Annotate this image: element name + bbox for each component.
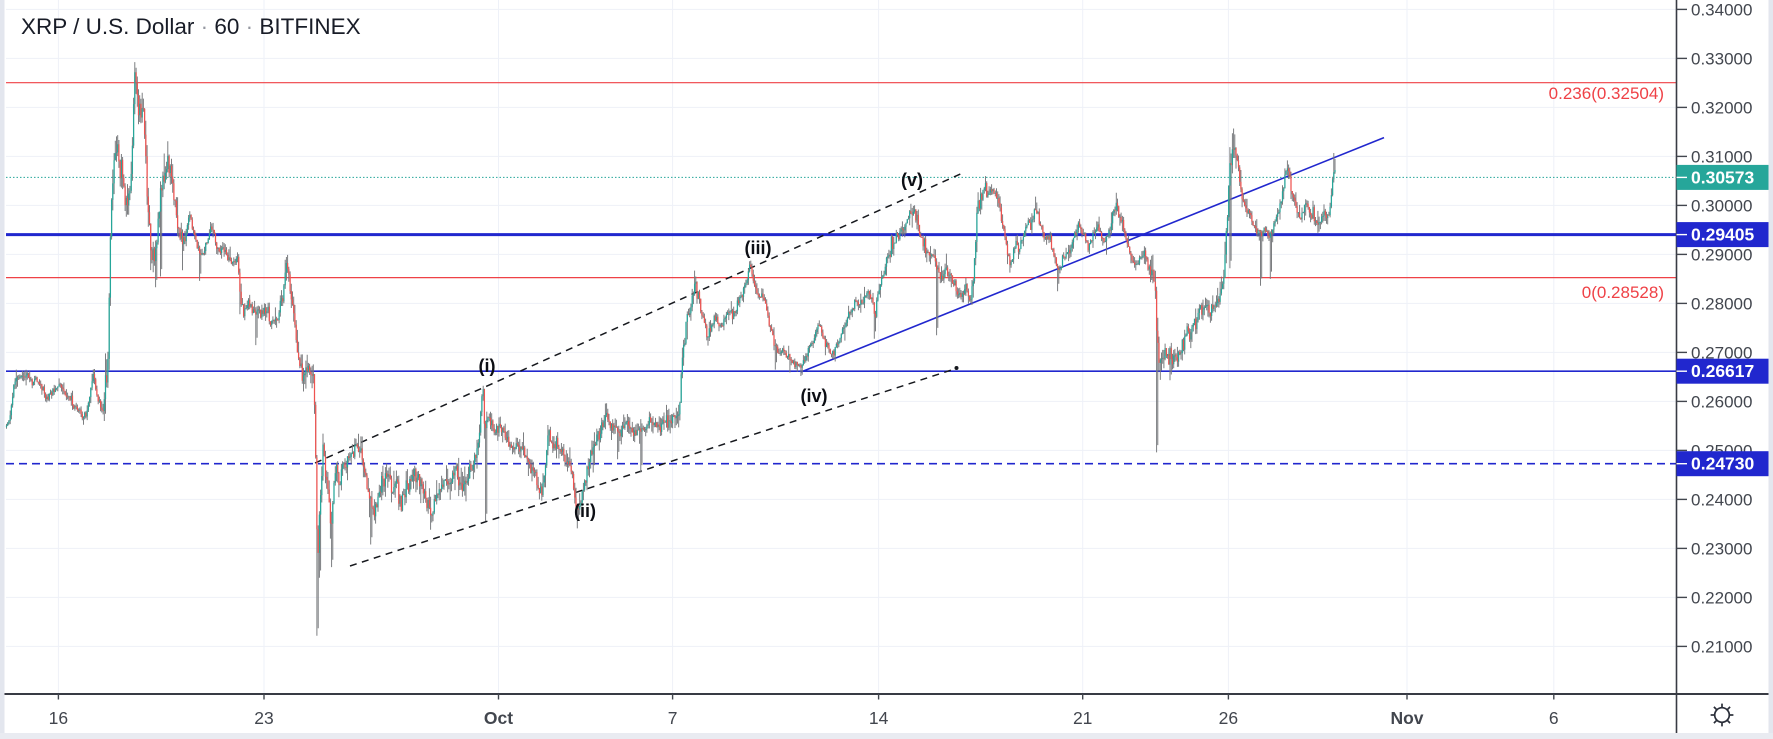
svg-text:(iv): (iv) <box>801 386 828 406</box>
svg-text:0.24730: 0.24730 <box>1691 454 1755 474</box>
svg-text:0.23000: 0.23000 <box>1691 539 1752 558</box>
svg-text:0.22000: 0.22000 <box>1691 588 1752 607</box>
svg-text:Nov: Nov <box>1390 708 1423 728</box>
svg-text:0.34000: 0.34000 <box>1691 0 1752 19</box>
svg-text:(i): (i) <box>479 356 496 376</box>
svg-text:16: 16 <box>49 708 68 728</box>
svg-text:0.24000: 0.24000 <box>1691 490 1752 509</box>
svg-text:(v): (v) <box>901 170 923 190</box>
svg-text:0.33000: 0.33000 <box>1691 49 1752 68</box>
svg-text:0.21000: 0.21000 <box>1691 637 1752 656</box>
svg-text:Oct: Oct <box>484 708 513 728</box>
svg-text:(ii): (ii) <box>574 501 596 521</box>
svg-text:6: 6 <box>1549 708 1559 728</box>
svg-text:0.28000: 0.28000 <box>1691 294 1752 313</box>
svg-text:21: 21 <box>1073 708 1092 728</box>
svg-text:(iii): (iii) <box>745 238 772 258</box>
svg-text:0.30573: 0.30573 <box>1691 167 1755 187</box>
svg-text:0.27000: 0.27000 <box>1691 343 1752 362</box>
svg-text:0.32000: 0.32000 <box>1691 98 1752 117</box>
svg-text:0.26617: 0.26617 <box>1691 361 1754 381</box>
svg-text:14: 14 <box>869 708 889 728</box>
svg-text:0.29405: 0.29405 <box>1691 225 1755 245</box>
svg-text:0.29000: 0.29000 <box>1691 245 1752 264</box>
svg-text:0.30000: 0.30000 <box>1691 196 1752 215</box>
svg-text:0(0.28528): 0(0.28528) <box>1582 283 1664 302</box>
svg-text:XRP / U.S. Dollar · 60 · BITFI: XRP / U.S. Dollar · 60 · BITFINEX <box>21 14 361 39</box>
svg-text:26: 26 <box>1219 708 1238 728</box>
svg-text:0.26000: 0.26000 <box>1691 392 1752 411</box>
svg-text:0.236(0.32504): 0.236(0.32504) <box>1549 84 1664 103</box>
svg-text:23: 23 <box>254 708 273 728</box>
svg-text:7: 7 <box>668 708 678 728</box>
svg-text:0.31000: 0.31000 <box>1691 147 1752 166</box>
